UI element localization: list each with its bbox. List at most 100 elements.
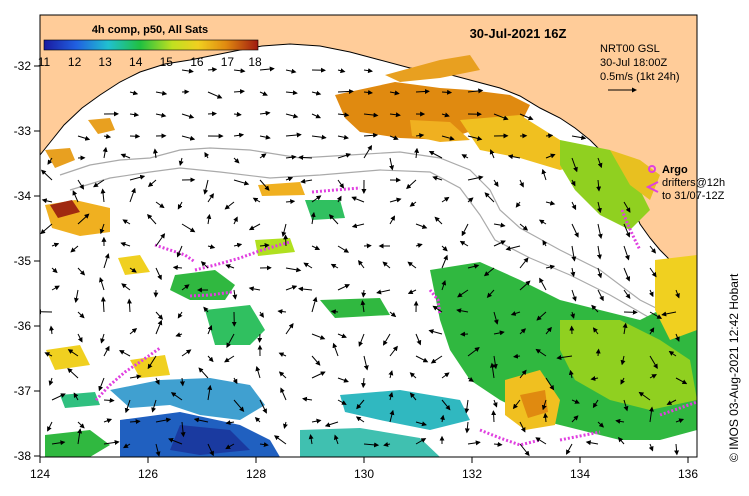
current-arrow-icon [571,415,579,423]
current-arrow-icon [363,89,373,95]
current-arrow-icon [415,421,427,427]
current-arrow-icon [176,245,183,258]
current-arrow-icon [571,245,577,262]
current-arrow-icon [233,157,240,164]
current-arrow-icon [259,110,271,116]
current-arrow-icon [129,187,136,203]
current-arrow-icon [103,439,120,445]
current-arrow-icon [638,391,651,401]
product-note-line: NRT00 GSL [600,43,660,55]
current-arrow-icon [278,352,287,358]
current-arrow-icon [545,377,555,391]
current-arrow-icon [623,267,631,282]
current-arrow-icon [181,349,192,357]
current-arrow-icon [77,428,83,445]
current-arrow-icon [168,438,183,445]
current-arrow-icon [255,365,261,379]
current-arrow-icon [147,213,157,225]
current-arrow-icon [233,111,242,117]
current-arrow-icon [129,90,139,96]
current-arrow-icon [388,391,394,401]
current-arrow-icon [77,179,85,190]
current-arrow-icon [207,384,213,401]
current-arrow-icon [519,328,527,335]
current-arrow-icon [358,259,365,269]
current-arrow-icon [406,179,417,190]
current-arrow-icon [147,179,157,188]
current-arrow-icon [388,370,394,379]
current-arrow-icon [311,333,326,340]
current-arrow-icon [597,267,603,279]
current-arrow-icon [207,244,216,250]
current-arrow-icon [233,132,245,138]
current-arrow-icon [48,377,54,386]
current-arrow-icon [283,421,288,429]
current-arrow-icon [207,443,214,457]
current-arrow-icon [259,91,268,96]
current-arrow-icon [351,196,365,203]
current-arrow-icon [337,112,350,118]
colorbar-tick: 17 [221,55,235,69]
current-arrow-icon [389,90,400,96]
current-arrow-icon [93,179,105,188]
current-arrow-icon [515,201,521,208]
current-arrow-icon [415,89,430,95]
current-arrow-icon [311,113,322,119]
current-arrow-icon [464,399,470,414]
current-arrow-icon [285,199,296,205]
current-arrow-icon [100,188,106,203]
current-arrow-icon [203,306,209,313]
y-tick-label: -38 [14,449,32,463]
current-arrow-icon [674,443,680,456]
y-tick-label: -35 [14,254,32,268]
colorbar-tick: 15 [160,55,174,69]
current-arrow-icon [566,443,573,455]
current-arrow-icon [389,215,395,225]
current-arrow-icon [285,113,299,119]
current-arrow-icon [152,148,158,159]
colorbar-title: 4h comp, p50, All Sats [92,24,208,36]
current-arrow-icon [519,443,530,457]
y-axis: -32 -33 -34 -35 -36 -37 -38 [14,59,40,463]
current-arrow-icon [459,240,469,247]
current-arrow-icon [40,169,53,181]
current-arrow-icon [545,326,552,335]
current-arrow-icon [285,68,297,74]
current-arrow-icon [120,153,131,159]
current-arrow-icon [492,355,498,370]
current-arrow-icon [668,350,677,357]
current-arrow-icon [100,333,105,344]
current-arrow-icon [200,261,209,269]
x-tick-label: 134 [570,467,590,481]
current-arrow-icon [337,399,347,405]
current-arrow-icon [351,223,365,229]
current-arrow-icon [590,376,599,381]
current-arrow-icon [363,355,369,371]
current-arrow-icon [259,311,264,318]
current-arrow-icon [207,193,214,203]
current-arrow-icon [259,66,275,72]
current-arrow-icon [259,399,267,414]
current-arrow-icon [77,213,90,225]
y-tick-label: -37 [14,384,32,398]
current-arrow-icon [232,377,238,385]
current-arrow-icon [179,377,185,387]
current-arrow-icon [545,153,556,159]
current-arrow-icon [441,89,453,95]
current-arrow-icon [389,135,399,140]
current-arrow-icon [415,223,428,229]
x-tick-label: 126 [138,467,158,481]
current-arrow-icon [207,324,213,335]
current-arrow-icon [382,261,391,269]
current-arrow-icon [409,372,417,379]
current-arrow-icon [332,342,339,357]
current-arrow-icon [181,223,196,233]
colorbar-tick: 16 [190,55,204,69]
current-arrow-icon [675,333,680,342]
current-arrow-icon [337,153,352,159]
current-arrow-icon [311,134,327,140]
current-arrow-icon [155,90,168,96]
current-arrow-icon [155,112,167,118]
current-arrow-icon [72,190,79,203]
current-arrow-icon [207,91,223,99]
